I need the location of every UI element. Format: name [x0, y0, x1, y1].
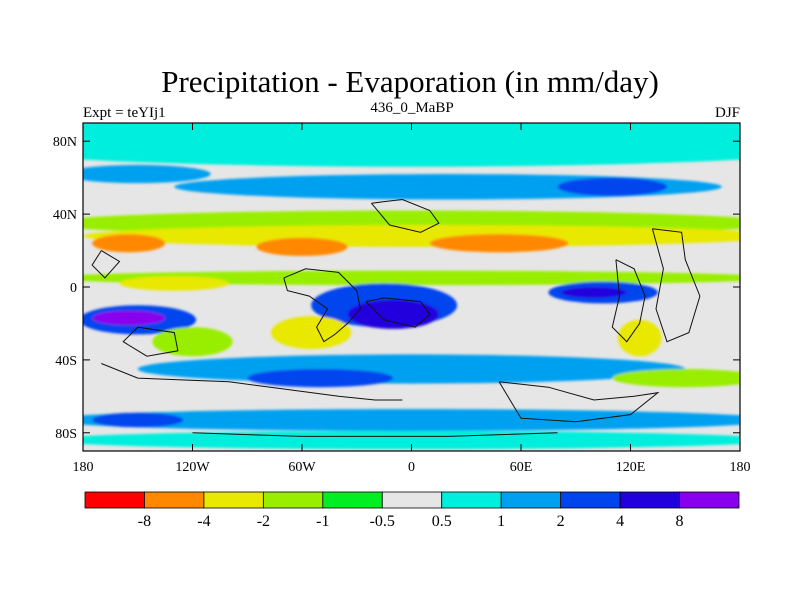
experiment-label: Expt = teYIj1 — [83, 105, 166, 121]
y-axis: 80N 40N 0 40S 80S — [53, 135, 740, 442]
field-band-21 — [247, 369, 394, 388]
x-tick-label-6: 180 — [730, 460, 751, 475]
field-band-2 — [83, 164, 211, 184]
coastline-4 — [122, 326, 179, 357]
colorbar-box-7 — [500, 491, 562, 509]
field-band-16 — [92, 310, 166, 326]
field-band-9 — [83, 270, 740, 286]
y-tick-label-1: 40N — [53, 208, 77, 223]
colorbar-box-6 — [441, 491, 502, 509]
y-tick-label-3: 40S — [55, 354, 77, 369]
colorbar-box-2 — [203, 491, 264, 509]
season-label: DJF — [715, 105, 740, 121]
field-band-24 — [92, 412, 184, 428]
x-tick-label-1: 120W — [175, 460, 210, 475]
time-label: 436_0_MaBP — [370, 100, 453, 116]
field-band-8 — [429, 234, 569, 253]
y-tick-label-2: 0 — [70, 281, 77, 296]
colorbar-label-8: 4 — [616, 513, 624, 530]
coastline-2 — [365, 297, 431, 328]
coastline-1 — [283, 268, 361, 343]
colorbar-label-2: -2 — [257, 513, 270, 530]
field-band-23 — [83, 409, 740, 431]
x-tick-label-5: 120E — [616, 460, 646, 475]
colorbar-label-9: 8 — [676, 513, 684, 530]
colorbar-box-3 — [262, 491, 324, 509]
coastlines — [91, 198, 701, 437]
colorbar-label-4: -0.5 — [370, 513, 395, 530]
colorbar-box-5 — [381, 491, 443, 509]
x-tick-label-0: 180 — [73, 460, 94, 475]
coastline-7 — [101, 363, 403, 401]
field-band-14 — [561, 287, 627, 298]
x-tick-label-2: 60W — [288, 460, 316, 475]
plot-area — [83, 123, 740, 451]
coastline-3 — [371, 198, 440, 233]
x-tick-label-4: 60E — [510, 460, 533, 475]
colorbar: -8 -4 -2 -1 -0.5 0.5 1 2 4 8 — [84, 491, 740, 530]
coastline-9 — [498, 381, 660, 423]
coastline-0 — [91, 250, 121, 279]
y-tick-label-0: 80N — [53, 135, 77, 150]
colorbar-box-9 — [619, 491, 680, 509]
colorbar-label-5: 0.5 — [432, 513, 452, 530]
colorbar-label-6: 1 — [497, 513, 505, 530]
colorbar-label-0: -8 — [138, 513, 151, 530]
coastline-5 — [611, 259, 646, 343]
field-band-19 — [152, 327, 233, 357]
colorbar-label-3: -1 — [316, 513, 329, 530]
x-axis: 180 120W 60W 0 60E 120E 180 — [73, 123, 751, 475]
colorbar-box-1 — [144, 491, 205, 509]
coastline-8 — [192, 432, 558, 437]
colorbar-box-10 — [679, 491, 740, 509]
field-band-25 — [83, 430, 740, 450]
field-band-5 — [83, 225, 740, 247]
colorbar-label-1: -4 — [197, 513, 210, 530]
x-tick-label-3: 0 — [408, 460, 415, 475]
colorbar-box-0 — [84, 491, 145, 509]
colorbar-box-8 — [560, 491, 621, 509]
field-band-17 — [270, 316, 352, 349]
precipitation-field — [83, 123, 740, 450]
field-band-0 — [83, 123, 740, 167]
coastline-6 — [651, 228, 701, 343]
colorbar-label-7: 2 — [557, 513, 565, 530]
field-band-20 — [137, 354, 686, 384]
field-band-10 — [119, 276, 229, 291]
field-band-12 — [347, 299, 439, 329]
field-band-6 — [92, 234, 166, 253]
y-tick-label-4: 80S — [55, 427, 77, 442]
colorbar-box-4 — [322, 491, 383, 509]
field-band-18 — [617, 319, 662, 357]
field-band-3 — [557, 177, 667, 196]
field-band-22 — [612, 369, 740, 388]
field-band-7 — [256, 237, 348, 257]
chart-title: Precipitation - Evaporation (in mm/day) — [161, 64, 659, 99]
